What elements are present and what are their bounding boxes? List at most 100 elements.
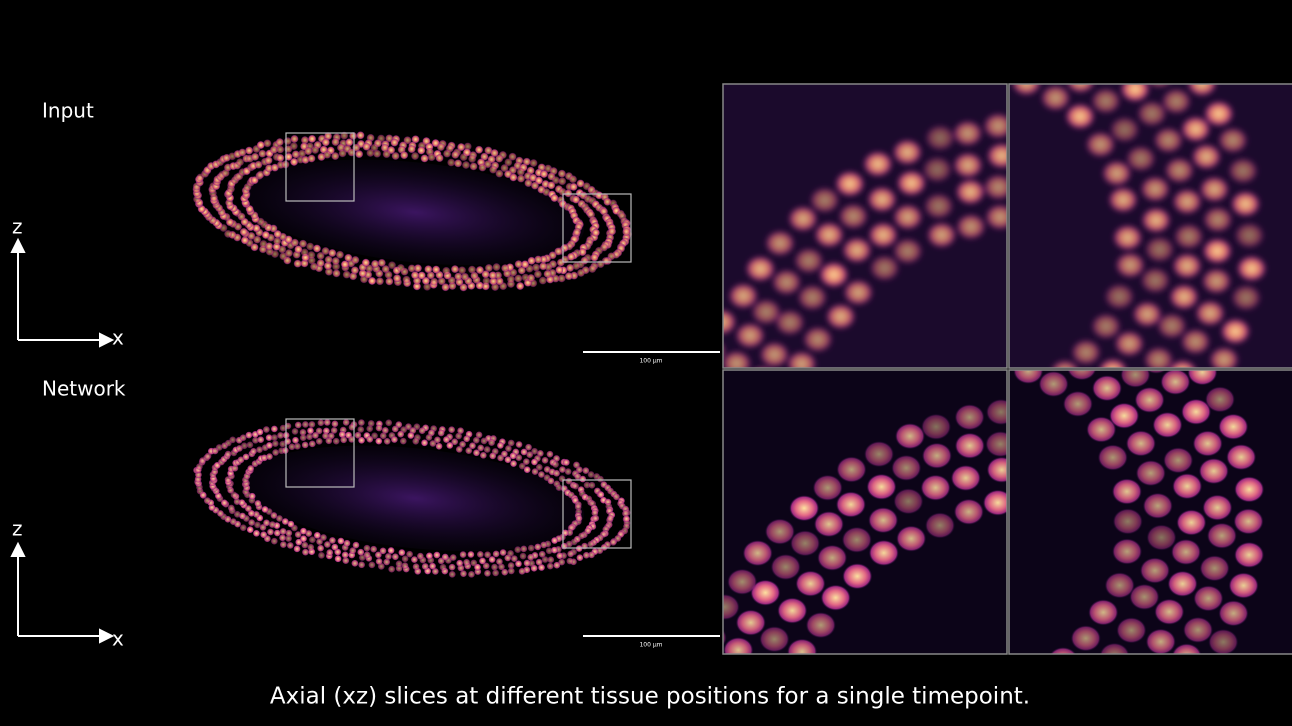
zoom-panel <box>1009 84 1292 368</box>
cell <box>1195 300 1226 327</box>
nucleus <box>495 557 504 566</box>
nucleus <box>344 253 353 262</box>
cell <box>1098 358 1128 368</box>
cell <box>868 222 899 248</box>
cell <box>1234 476 1265 503</box>
nucleus <box>273 236 282 246</box>
nucleus <box>330 426 338 434</box>
nucleus <box>266 528 275 536</box>
nucleus <box>323 540 331 549</box>
nucleus <box>442 435 450 444</box>
cell <box>1135 460 1166 487</box>
nucleus <box>515 454 523 462</box>
cell <box>1203 100 1234 127</box>
cell <box>1109 116 1140 143</box>
nucleus <box>475 431 483 439</box>
cell <box>983 174 1007 201</box>
cell <box>864 441 894 468</box>
nucleus <box>582 467 590 475</box>
nucleus <box>506 549 515 558</box>
nucleus <box>449 553 457 562</box>
nucleus <box>275 514 284 523</box>
nucleus <box>490 563 499 571</box>
nucleus <box>293 545 301 553</box>
cell <box>797 284 828 311</box>
nucleus <box>420 154 429 163</box>
cells <box>723 399 1007 654</box>
nucleus <box>588 264 597 274</box>
cell <box>1066 84 1095 94</box>
nucleus <box>325 437 333 445</box>
nucleus <box>316 258 325 268</box>
nucleus <box>455 445 463 453</box>
cell <box>1161 88 1192 115</box>
nucleus <box>488 439 496 447</box>
nucleus <box>275 137 284 147</box>
cell <box>1090 87 1121 114</box>
cell <box>896 170 927 197</box>
cell <box>1153 127 1184 154</box>
nucleus <box>287 520 295 528</box>
nucleus <box>265 441 273 449</box>
nucleus <box>334 555 342 563</box>
nucleus <box>587 470 595 479</box>
nucleus <box>587 551 596 559</box>
nucleus <box>395 560 403 568</box>
nucleus <box>247 464 255 473</box>
nucleus <box>514 560 523 568</box>
nucleus <box>375 557 383 566</box>
nucleus <box>523 559 531 567</box>
nucleus <box>531 468 539 476</box>
nucleus <box>231 464 239 472</box>
nucleus <box>433 551 441 559</box>
nucleus <box>313 531 321 539</box>
cell <box>790 530 821 557</box>
nucleus <box>324 255 333 264</box>
nucleus <box>462 558 471 566</box>
cell <box>1108 186 1139 213</box>
roi-box <box>562 193 632 263</box>
cell <box>1120 84 1151 103</box>
cell <box>1202 494 1233 521</box>
nucleus <box>507 567 515 575</box>
nucleus <box>350 266 360 275</box>
nucleus <box>455 432 463 440</box>
nucleus <box>509 460 518 468</box>
nucleus <box>463 435 471 443</box>
cell <box>751 298 782 325</box>
cell <box>1173 223 1204 250</box>
nucleus <box>300 248 309 257</box>
cell <box>1169 283 1199 310</box>
zoom-panel <box>723 84 1007 368</box>
nucleus <box>437 429 445 437</box>
cell <box>920 474 951 501</box>
nucleus <box>323 418 331 427</box>
nucleus <box>538 262 548 271</box>
cell <box>923 193 954 220</box>
nucleus <box>290 238 300 247</box>
nucleus <box>417 146 426 155</box>
nucleus <box>425 433 433 442</box>
nucleus <box>551 536 559 545</box>
cell <box>1120 370 1151 388</box>
nucleus <box>450 264 460 274</box>
cell <box>1040 84 1071 111</box>
nucleus <box>391 425 399 433</box>
nucleus <box>546 562 554 570</box>
cell <box>1067 370 1097 381</box>
nucleus <box>514 546 522 554</box>
nucleus <box>357 418 366 427</box>
nucleus <box>504 444 513 453</box>
cell <box>1143 346 1174 368</box>
nucleus <box>298 239 308 248</box>
nucleus <box>348 131 358 141</box>
nucleus <box>379 432 387 440</box>
nucleus <box>467 265 477 274</box>
cell <box>1205 386 1235 413</box>
cell <box>1230 190 1261 217</box>
cell <box>1038 371 1069 397</box>
nucleus <box>351 255 360 265</box>
nucleus <box>483 551 492 559</box>
nucleus <box>441 283 450 292</box>
